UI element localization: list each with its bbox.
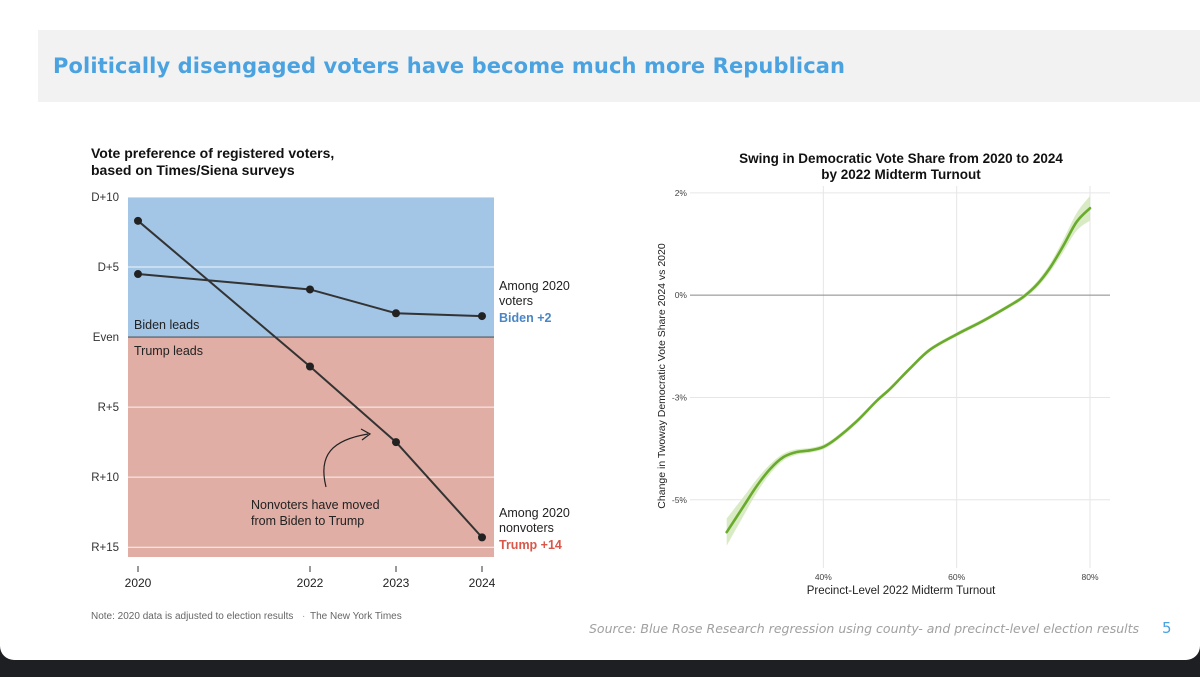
right-chart-title: Swing in Democratic Vote Share from 2020…	[739, 151, 1063, 166]
trump-leads-region	[128, 337, 494, 557]
nonvoters-label-line2: nonvoters	[499, 521, 554, 535]
voters-label-line2: voters	[499, 294, 533, 308]
x-tick-label: 2023	[383, 576, 410, 590]
annotation-arrowhead	[360, 428, 372, 441]
trump-plus-14-label: Trump +14	[499, 538, 562, 552]
right-x-axis-title: Precinct-Level 2022 Midterm Turnout	[807, 585, 996, 597]
right-x-tick-label: 80%	[1081, 572, 1098, 582]
nonvoters-point	[134, 216, 142, 225]
title-band: Politically disengaged voters have becom…	[38, 30, 1200, 102]
voters-label-line1: Among 2020	[499, 279, 570, 293]
right-y-tick-label: -3%	[672, 392, 688, 402]
nonvoters-point	[306, 362, 314, 371]
biden-leads-label: Biden leads	[134, 318, 199, 332]
x-tick-label: 2024	[469, 576, 496, 590]
biden-plus-2-label: Biden +2	[499, 311, 551, 325]
x-tick-label: 2022	[297, 576, 324, 590]
right-x-tick-label: 40%	[815, 572, 832, 582]
y-tick-label: D+5	[98, 262, 119, 274]
annotation-line1: Nonvoters have moved	[251, 498, 380, 512]
page-number: 5	[1162, 619, 1172, 637]
voters-point	[392, 309, 400, 318]
right-y-tick-label: -5%	[672, 495, 688, 505]
y-tick-label: R+5	[98, 402, 119, 414]
slide-title: Politically disengaged voters have becom…	[53, 54, 846, 78]
right-y-tick-label: 0%	[675, 290, 688, 300]
left-chart: Vote preference of registered voters,bas…	[91, 145, 570, 622]
source-note: Source: Blue Rose Research regression us…	[589, 621, 1140, 636]
left-chart-subtitle: based on Times/Siena surveys	[91, 162, 295, 178]
left-chart-title: Vote preference of registered voters,	[91, 145, 334, 161]
swing-line	[725, 206, 1092, 534]
right-y-tick-label: 2%	[675, 188, 688, 198]
annotation-arrow	[323, 433, 369, 488]
left-chart-note: Note: 2020 data is adjusted to election …	[91, 611, 293, 622]
trump-leads-label: Trump leads	[134, 344, 203, 358]
x-tick-label: 2020	[125, 576, 152, 590]
voters-line	[137, 273, 483, 318]
voters-point	[134, 270, 142, 279]
voters-point	[306, 285, 314, 294]
nonvoters-label-line1: Among 2020	[499, 506, 570, 520]
nonvoters-point	[478, 533, 486, 542]
right-x-tick-label: 60%	[948, 572, 965, 582]
note-separator: ·	[302, 611, 305, 622]
right-y-axis-title: Change in Twoway Democratic Vote Share 2…	[656, 243, 668, 509]
right-chart-subtitle: by 2022 Midterm Turnout	[821, 167, 981, 182]
slide: Politically disengaged voters have becom…	[0, 0, 1200, 660]
nonvoters-line	[137, 220, 483, 539]
y-tick-label: D+10	[91, 192, 119, 204]
nonvoters-point	[392, 438, 400, 447]
left-chart-credit: The New York Times	[310, 611, 402, 622]
right-chart: Swing in Democratic Vote Share from 2020…	[656, 151, 1110, 597]
y-tick-label: Even	[93, 332, 119, 344]
annotation-line2: from Biden to Trump	[251, 514, 364, 528]
y-tick-label: R+15	[91, 542, 119, 554]
y-tick-label: R+10	[91, 472, 119, 484]
voters-point	[478, 312, 486, 321]
